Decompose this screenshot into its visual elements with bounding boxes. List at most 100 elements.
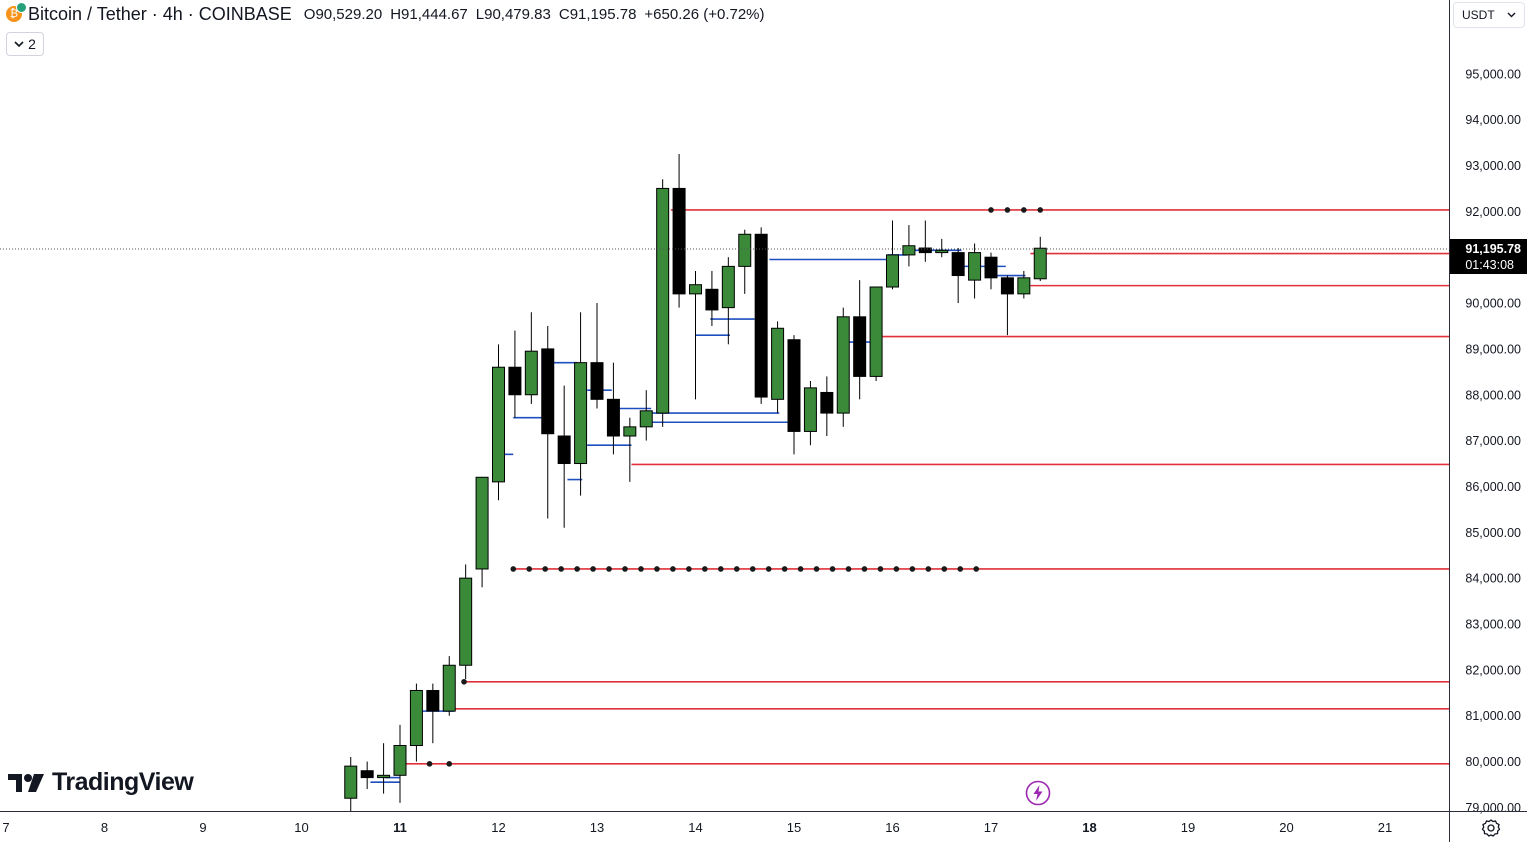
level-dot-marker (1021, 207, 1027, 213)
bullish-candle (656, 187, 670, 414)
x-tick-label: 8 (101, 820, 108, 835)
level-dot-marker (446, 761, 453, 767)
x-tick-label: 10 (294, 820, 308, 835)
bearish-candle (672, 187, 686, 295)
level-dot-marker (670, 566, 676, 572)
tradingview-mark-icon (8, 773, 44, 792)
bearish-candle (360, 770, 374, 779)
y-tick-label: 80,000.00 (1465, 755, 1521, 769)
level-dot-marker (718, 566, 724, 572)
bearish-candle (426, 689, 440, 712)
bullish-candle (492, 366, 505, 483)
lightning-icon[interactable] (1025, 780, 1051, 806)
bearish-candle (557, 435, 571, 465)
bearish-candle (984, 256, 998, 279)
level-dot-marker (957, 566, 964, 572)
current-price-label: 91,195.78 (1465, 242, 1521, 256)
y-tick-label: 85,000.00 (1465, 526, 1521, 540)
settings-gear-icon[interactable] (1480, 817, 1502, 839)
x-tick-label: 11 (393, 820, 407, 835)
tradingview-logo[interactable]: TradingView (8, 768, 194, 797)
high-value: 91,444.67 (401, 5, 468, 23)
y-tick-label: 82,000.00 (1465, 663, 1521, 677)
x-tick-label: 13 (590, 820, 604, 835)
bearish-candle (787, 339, 801, 432)
y-tick-label: 81,000.00 (1465, 709, 1521, 723)
level-dot-marker (1037, 207, 1044, 213)
x-tick-label: 12 (491, 820, 505, 835)
bearish-candle (590, 362, 604, 400)
x-tick-label: 14 (688, 820, 702, 835)
level-dot-marker (590, 566, 596, 572)
bearish-candle (508, 366, 522, 396)
bullish-candle (902, 245, 916, 256)
y-tick-label: 86,000.00 (1465, 480, 1521, 494)
level-dot-marker (973, 566, 980, 572)
bearish-candle (1000, 277, 1014, 295)
y-tick-label: 89,000.00 (1465, 342, 1521, 356)
bearish-candle (705, 288, 719, 311)
symbol-title[interactable]: Bitcoin / Tether · 4h · COINBASE (28, 3, 292, 24)
level-dot-marker (426, 761, 433, 767)
bullish-candle (935, 249, 949, 254)
bullish-candle (836, 316, 850, 414)
bullish-candle (459, 577, 473, 666)
bullish-candle (803, 387, 817, 432)
high-label: H (390, 5, 402, 23)
level-dot-marker (461, 678, 467, 685)
level-dot-marker (574, 566, 580, 572)
current-price-tag (1450, 239, 1527, 274)
level-dot-marker (893, 566, 900, 572)
level-dot-marker (845, 566, 852, 572)
bullish-candle (738, 233, 752, 267)
bearish-candle (820, 391, 834, 414)
symbol-header: ₿ Bitcoin / Tether · 4h · COINBASE O90,5… (6, 2, 765, 25)
level-dot-marker (749, 566, 756, 572)
x-tick-label: 7 (2, 820, 9, 835)
bullish-candle (1033, 247, 1047, 280)
price-change: +650.26 (+0.72%) (644, 5, 765, 23)
bullish-candle (623, 426, 637, 437)
currency-select[interactable]: USDT (1453, 2, 1525, 28)
bearish-candle (754, 233, 768, 398)
level-dot-marker (558, 566, 564, 572)
bullish-candle (393, 745, 407, 776)
bearish-candle (606, 398, 620, 437)
indicators-toggle-button[interactable]: 2 (6, 32, 44, 56)
y-tick-label: 92,000.00 (1465, 205, 1521, 219)
bullish-candle (886, 254, 899, 288)
bullish-candle (442, 664, 456, 712)
bullish-candle (1017, 277, 1031, 295)
bullish-candle (968, 252, 982, 281)
y-tick-label: 84,000.00 (1465, 572, 1521, 586)
level-dot-marker (813, 566, 820, 572)
open-value: 90,529.20 (315, 5, 383, 23)
x-tick-label: 16 (885, 820, 899, 835)
bearish-candle (541, 348, 555, 435)
candle-countdown-label: 01:43:08 (1465, 258, 1514, 272)
level-dot-marker (733, 566, 740, 572)
chevron-down-icon (14, 41, 24, 48)
x-tick-label: 18 (1082, 820, 1096, 835)
level-dot-marker (702, 566, 708, 572)
time-axis-background (0, 811, 1449, 842)
y-tick-label: 94,000.00 (1465, 113, 1521, 127)
level-dot-marker (861, 566, 868, 572)
currency-value: USDT (1462, 8, 1495, 22)
level-dot-marker (622, 566, 628, 572)
level-dot-marker (686, 566, 692, 572)
bearish-candle (951, 252, 965, 277)
y-tick-label: 88,000.00 (1465, 388, 1521, 402)
indicators-count: 2 (28, 36, 36, 52)
bullish-candle (574, 362, 588, 465)
close-value: 91,195.78 (569, 5, 637, 23)
x-tick-label: 15 (787, 820, 801, 835)
level-dot-marker (1004, 207, 1011, 213)
close-label: C (558, 5, 570, 23)
bullish-candle (869, 286, 883, 377)
bullish-candle (771, 327, 785, 400)
level-dot-marker (781, 566, 788, 572)
level-dot-marker (909, 566, 916, 572)
level-dot-marker (925, 566, 932, 572)
